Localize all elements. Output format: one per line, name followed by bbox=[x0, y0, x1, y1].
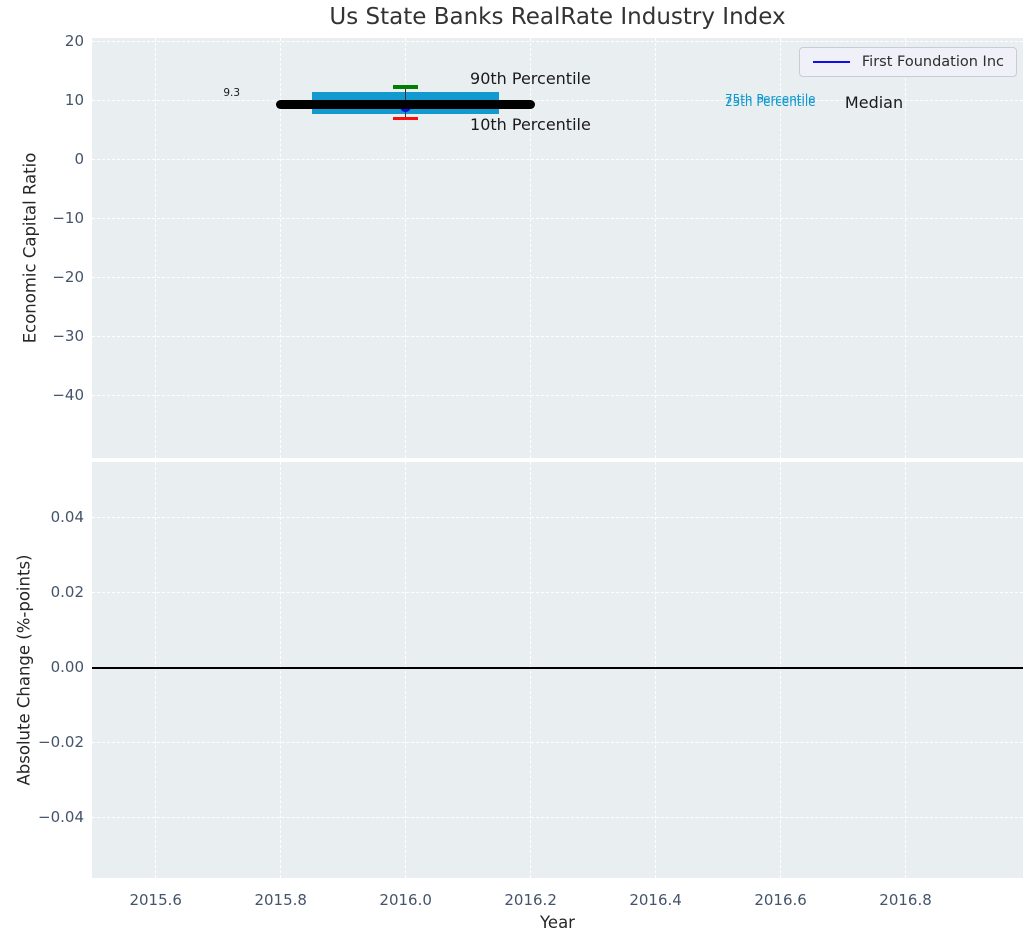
p10-cap bbox=[393, 116, 419, 120]
y-tick-label: −30 bbox=[52, 326, 84, 345]
annotation-median-label: Median bbox=[844, 92, 904, 112]
gridline-horizontal bbox=[92, 217, 1023, 219]
x-tick-label: 2016.6 bbox=[754, 891, 807, 909]
annotation-p25-label: 25th Percentile bbox=[724, 95, 816, 110]
x-tick-label: 2016.0 bbox=[379, 891, 432, 909]
y-tick-label: −0.02 bbox=[38, 733, 84, 752]
gridline-vertical bbox=[655, 38, 657, 458]
gridline-vertical bbox=[780, 38, 782, 458]
y-tick-label: −20 bbox=[52, 267, 84, 286]
gridline-horizontal bbox=[92, 276, 1023, 278]
median-line bbox=[276, 99, 536, 109]
x-tick-label: 2015.8 bbox=[254, 891, 307, 909]
gridline-horizontal bbox=[92, 158, 1023, 160]
gridline-horizontal bbox=[92, 394, 1023, 396]
gridline-vertical bbox=[405, 462, 407, 878]
y-tick-label: 0 bbox=[74, 149, 84, 168]
y-tick-label: −40 bbox=[52, 385, 84, 404]
gridline-vertical bbox=[780, 462, 782, 878]
y-tick-label: 10 bbox=[64, 90, 84, 109]
gridline-vertical bbox=[405, 38, 407, 458]
annotation-median-value-label: 9.3 bbox=[223, 86, 241, 99]
gridline-horizontal bbox=[92, 40, 1023, 42]
gridline-vertical bbox=[280, 462, 282, 878]
y-tick-label: 0.00 bbox=[50, 658, 84, 677]
top-axes: 9.3 90th Percentile 10th Percentile 75th Pe… bbox=[92, 38, 1023, 458]
x-tick-label: 2015.6 bbox=[129, 891, 182, 909]
gridline-horizontal bbox=[92, 817, 1023, 819]
y-tick-label: −0.04 bbox=[38, 808, 84, 827]
y-tick-label: 0.02 bbox=[50, 583, 84, 602]
annotation-p10-label: 10th Percentile bbox=[470, 115, 591, 135]
gridline-vertical bbox=[655, 462, 657, 878]
gridline-vertical bbox=[905, 462, 907, 878]
gridline-horizontal bbox=[92, 517, 1023, 519]
gridline-vertical bbox=[530, 38, 532, 458]
gridline-vertical bbox=[530, 462, 532, 878]
legend-label: First Foundation Inc bbox=[861, 54, 1004, 70]
gridline-horizontal bbox=[92, 99, 1023, 101]
gridline-horizontal bbox=[92, 592, 1023, 594]
annotation-p75-label: 75th Percentile bbox=[724, 92, 816, 107]
y-tick-label: 0.04 bbox=[50, 508, 84, 527]
annotation-p90-label: 90th Percentile bbox=[470, 68, 591, 88]
y-tick-label: −10 bbox=[52, 208, 84, 227]
gridline-vertical bbox=[905, 38, 907, 458]
x-tick-label: 2016.4 bbox=[629, 891, 682, 909]
legend-line-sample-icon bbox=[812, 61, 850, 63]
gridline-vertical bbox=[155, 462, 157, 878]
gridline-horizontal bbox=[92, 742, 1023, 744]
x-tick-label: 2016.8 bbox=[879, 891, 932, 909]
chart-title: Us State Banks RealRate Industry Index bbox=[329, 4, 786, 30]
x-tick-label: 2016.2 bbox=[504, 891, 557, 909]
gridline-vertical bbox=[155, 38, 157, 458]
gridline-horizontal bbox=[92, 335, 1023, 337]
p90-cap bbox=[393, 85, 419, 89]
bottom-axes bbox=[92, 462, 1023, 878]
y-tick-label: 20 bbox=[64, 31, 84, 50]
gridline-vertical bbox=[280, 38, 282, 458]
zero-line bbox=[92, 666, 1023, 669]
legend: First Foundation Inc bbox=[798, 47, 1017, 77]
top-y-axis-label: Economic Capital Ratio bbox=[20, 152, 40, 344]
x-axis-label: Year bbox=[540, 913, 575, 932]
